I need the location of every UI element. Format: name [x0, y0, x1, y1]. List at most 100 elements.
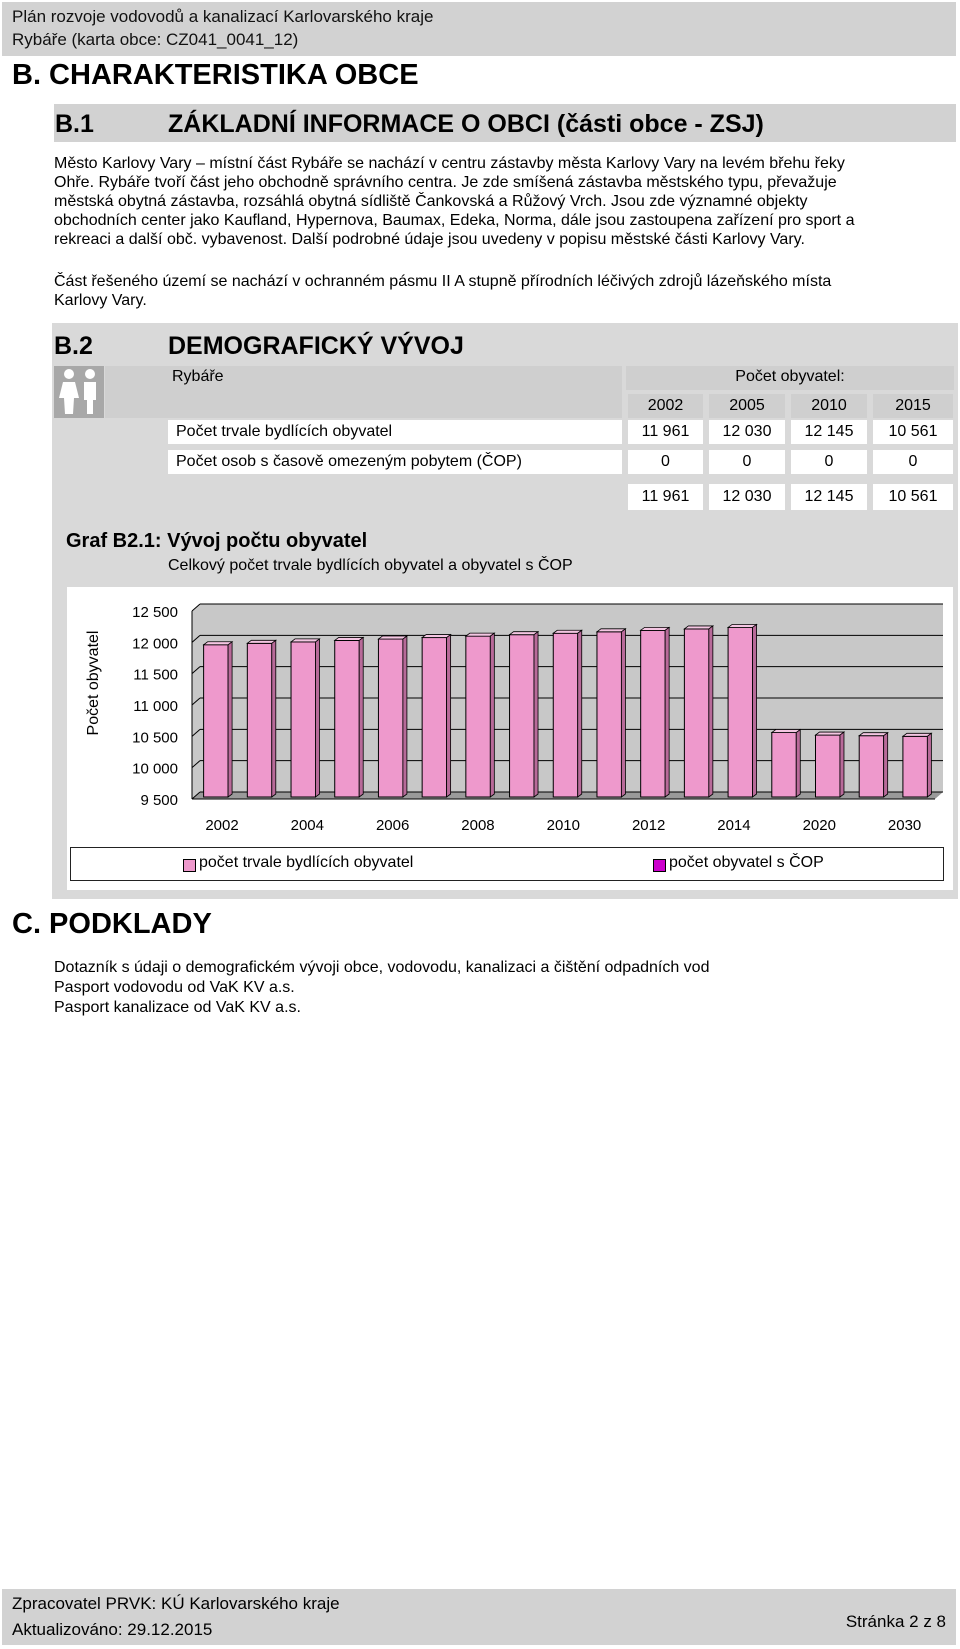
- y-tick-label: 10 000: [132, 761, 178, 778]
- bar: [465, 635, 491, 798]
- b2-title: DEMOGRAFICKÝ VÝVOJ: [168, 332, 464, 360]
- legend-swatch-permanent: [183, 859, 196, 872]
- table-cell: 10 561: [873, 420, 953, 444]
- bar-side: [839, 731, 845, 798]
- y-tick-label: 12 500: [132, 604, 178, 621]
- paragraph-line: obchodních center jako Kaufland, Hyperno…: [54, 212, 855, 229]
- graph-subtitle: Celkový počet trvale bydlících obyvatel …: [168, 557, 573, 574]
- bar: [771, 732, 797, 798]
- bar-top: [464, 632, 496, 637]
- bar-top: [595, 628, 627, 633]
- paragraph-line: Ohře. Rybáře tvoří část jeho obchodně sp…: [54, 174, 837, 191]
- x-tick-label: 2010: [547, 817, 580, 834]
- bar-side: [489, 632, 495, 798]
- y-tick-label: 11 000: [133, 698, 178, 715]
- bar-side: [621, 628, 626, 798]
- bar-top: [770, 729, 802, 733]
- year-header-cell: 2002: [628, 394, 703, 418]
- y-tick-label: 12 000: [132, 635, 178, 652]
- gridline-depth: [191, 634, 201, 643]
- table-cell: 12 030: [709, 420, 785, 444]
- legend-label-cop: počet obyvatel s ČOP: [669, 854, 824, 871]
- x-tick-label: 2008: [461, 817, 494, 834]
- y-axis-title: Počet obyvatel: [85, 631, 102, 736]
- bar-side: [664, 626, 670, 798]
- total-cell: 12 030: [709, 484, 785, 510]
- section-b-title: B. CHARAKTERISTIKA OBCE: [12, 59, 419, 91]
- table-cell: 0: [791, 450, 867, 474]
- x-tick-label: 2014: [717, 817, 750, 834]
- x-tick-label: 2030: [888, 817, 921, 834]
- bar-top: [508, 631, 540, 636]
- x-tick-label: 2012: [632, 817, 665, 834]
- paragraph-line: městská obytná zástavba, rozsáhlá obytná…: [54, 193, 808, 210]
- source-item: Pasport kanalizace od VaK KV a.s.: [54, 999, 301, 1016]
- bar: [290, 641, 317, 798]
- table-place-name: Rybáře: [172, 368, 224, 385]
- bar: [814, 734, 841, 798]
- year-header-cell: 2010: [791, 394, 867, 418]
- header-band: [2, 2, 956, 56]
- footer-author: Zpracovatel PRVK: KÚ Karlovarského kraje: [12, 1594, 340, 1613]
- total-cell: 10 561: [873, 484, 953, 510]
- bar: [640, 629, 666, 798]
- bar-side: [577, 629, 583, 798]
- b1-title: ZÁKLADNÍ INFORMACE O OBCI (části obce - …: [168, 110, 764, 138]
- paragraph-line: rekreaci a další obč. vybavenost. Další …: [54, 231, 805, 248]
- bar-side: [402, 635, 408, 798]
- graph-title: Graf B2.1: Vývoj počtu obyvatel: [66, 530, 368, 552]
- chart-legend: počet trvale bydlících obyvatel počet ob…: [70, 847, 944, 881]
- bar-top: [202, 641, 234, 646]
- table-header-right: [626, 366, 954, 390]
- b1-paragraph-1: Město Karlovy Vary – místní část Rybáře …: [54, 154, 954, 249]
- x-tick-label: 2002: [205, 817, 238, 834]
- paragraph-line: Město Karlovy Vary – místní část Rybáře …: [54, 155, 845, 172]
- bar: [858, 735, 885, 798]
- bar-side: [752, 623, 757, 798]
- b1-number: B.1: [55, 110, 94, 138]
- legend-label-permanent: počet trvale bydlících obyvatel: [199, 854, 414, 871]
- document-subtitle: Rybáře (karta obce: CZ041_0041_12): [12, 30, 299, 49]
- bar-side: [533, 630, 539, 798]
- year-header-cell: 2015: [873, 394, 953, 418]
- b2-number: B.2: [54, 332, 93, 360]
- bar-top: [814, 731, 846, 736]
- bar: [683, 628, 710, 798]
- bar-top: [420, 634, 452, 638]
- bar: [902, 735, 928, 798]
- legend-swatch-cop: [653, 859, 666, 872]
- bar-top: [377, 635, 409, 640]
- total-cell: 11 961: [628, 484, 703, 510]
- table-header-left: [105, 366, 622, 418]
- bar-top: [726, 624, 758, 628]
- y-tick-label: 10 500: [132, 729, 178, 746]
- bar-top: [901, 732, 933, 737]
- gridline-depth: [191, 666, 201, 675]
- bar-top: [333, 637, 365, 641]
- total-cell: 12 145: [791, 484, 867, 510]
- table-cell: 0: [628, 450, 703, 474]
- page-number: Stránka 2 z 8: [845, 1612, 946, 1631]
- bar-side: [795, 728, 801, 798]
- bar: [596, 631, 622, 798]
- gridline-depth: [191, 760, 201, 769]
- gridline-depth: [191, 697, 201, 706]
- bar: [334, 639, 360, 798]
- table-cell: 12 145: [791, 420, 867, 444]
- table-cell: 11 961: [628, 420, 703, 444]
- footer-updated: Aktualizováno: 29.12.2015: [12, 1620, 213, 1639]
- table-row-label: Počet trvale bydlících obyvatel: [168, 420, 622, 444]
- source-item: Dotazník s údaji o demografickém vývoji …: [54, 959, 710, 976]
- bar-side: [446, 633, 452, 798]
- x-tick-label: 2004: [291, 817, 324, 834]
- bar: [509, 634, 535, 798]
- paragraph-line: Část řešeného území se nachází v ochrann…: [54, 273, 832, 290]
- gridline-depth: [191, 791, 201, 800]
- bar-side: [227, 640, 233, 798]
- bar: [203, 644, 229, 798]
- bar: [552, 632, 579, 798]
- bar-side: [315, 638, 320, 798]
- value-header: Počet obyvatel:: [735, 368, 845, 385]
- bar: [421, 637, 448, 798]
- bar: [377, 638, 404, 798]
